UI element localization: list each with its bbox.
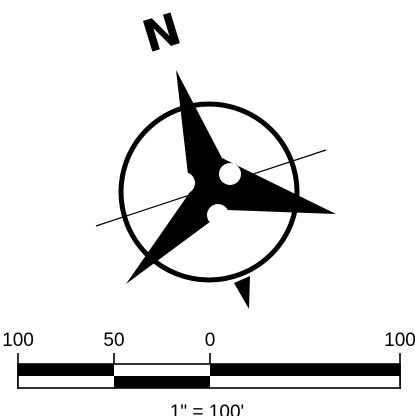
segment-bottom-50-0 bbox=[114, 376, 210, 388]
notch-right bbox=[219, 163, 241, 185]
scale-bar: 100 50 0 100 1" = 100' bbox=[2, 330, 415, 416]
scale-label-left-100: 100 bbox=[2, 330, 34, 351]
compass-rose bbox=[95, 70, 336, 309]
notch-bottom bbox=[207, 204, 229, 226]
compass-ring bbox=[118, 101, 300, 283]
segment-top-0-100 bbox=[210, 364, 400, 376]
scale-label-50: 50 bbox=[103, 330, 124, 351]
scale-label-0: 0 bbox=[205, 330, 216, 351]
scale-note: 1" = 100' bbox=[170, 402, 244, 416]
north-letter: N bbox=[137, 4, 187, 64]
notch-left bbox=[173, 172, 195, 194]
segment-top-100-50 bbox=[18, 364, 114, 376]
tail-wedge bbox=[234, 276, 250, 309]
scale-label-right-100: 100 bbox=[384, 330, 415, 351]
